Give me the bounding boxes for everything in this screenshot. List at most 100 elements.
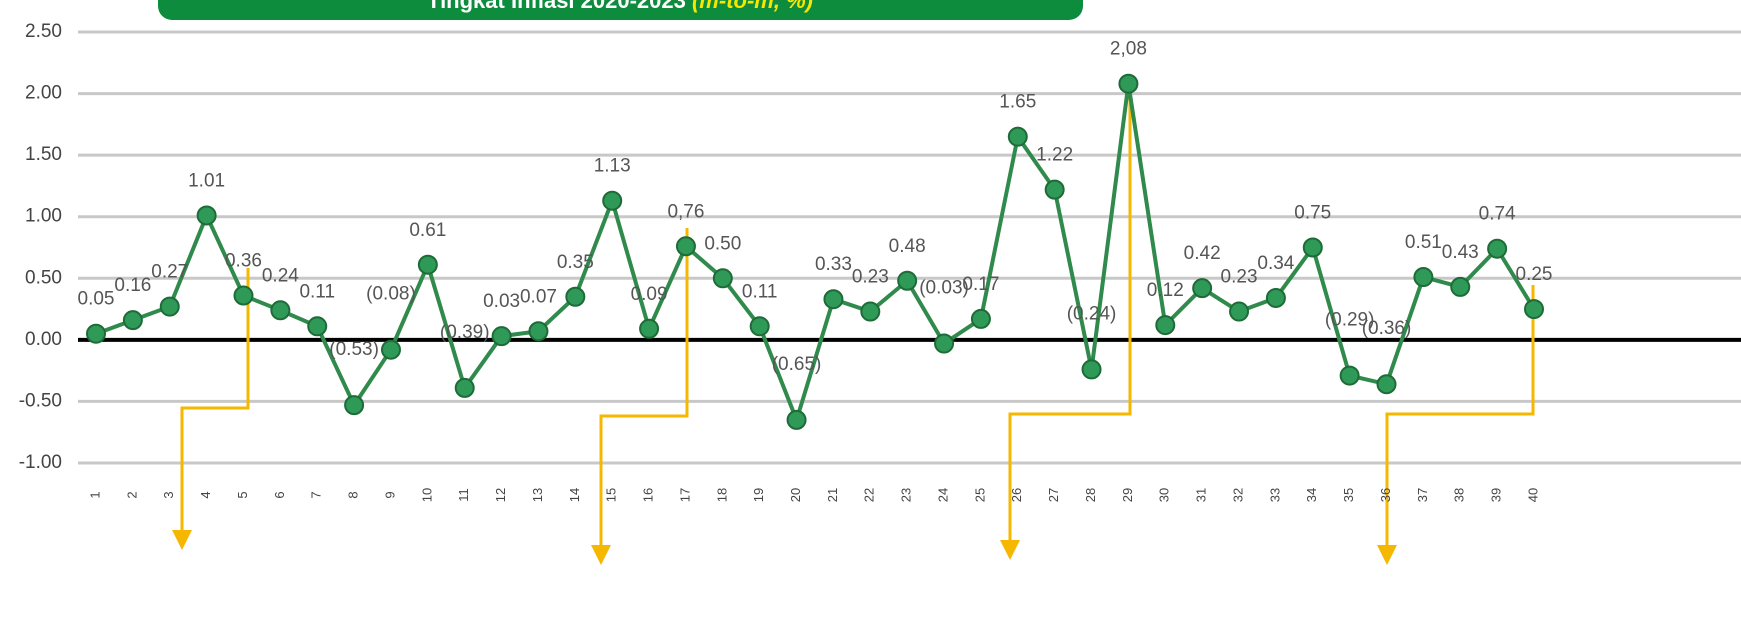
data-label: 0.05 bbox=[78, 289, 115, 310]
data-label: (0.36) bbox=[1362, 318, 1412, 339]
data-label: 0.33 bbox=[815, 254, 852, 275]
x-tick-label: 6 bbox=[272, 491, 287, 498]
x-tick-label: 19 bbox=[751, 488, 766, 502]
data-label: (0.53) bbox=[329, 339, 379, 360]
point bbox=[270, 300, 291, 321]
x-tick-label: 14 bbox=[567, 488, 582, 502]
x-tick-label: 10 bbox=[419, 488, 434, 502]
arrow bbox=[1008, 95, 1132, 550]
data-label: 0.48 bbox=[889, 236, 926, 257]
point bbox=[491, 326, 512, 347]
data-label: (0.29) bbox=[1325, 310, 1375, 331]
x-tick-label: 28 bbox=[1083, 488, 1098, 502]
x-tick-label: 38 bbox=[1452, 488, 1467, 502]
point bbox=[1192, 278, 1213, 299]
data-label: 1.01 bbox=[188, 170, 225, 191]
point bbox=[1118, 73, 1139, 94]
data-label: (0.03) bbox=[919, 278, 969, 299]
data-label: 0.16 bbox=[114, 275, 151, 296]
point bbox=[196, 205, 217, 226]
y-tick-label: -0.50 bbox=[19, 390, 62, 411]
point bbox=[749, 316, 770, 337]
point bbox=[344, 395, 365, 416]
title-main: Tingkat Inflasi 2020-2023 bbox=[427, 0, 692, 13]
x-tick-label: 25 bbox=[972, 488, 987, 502]
arrowhead bbox=[1000, 540, 1020, 560]
x-tick-label: 40 bbox=[1525, 488, 1540, 502]
data-label: 0.50 bbox=[704, 233, 741, 254]
y-tick-label: -1.00 bbox=[19, 452, 62, 473]
data-label: 0.09 bbox=[631, 284, 668, 305]
point bbox=[528, 321, 549, 342]
data-label: 0.35 bbox=[557, 252, 594, 273]
x-tick-label: 23 bbox=[899, 488, 914, 502]
data-label: 0.11 bbox=[742, 281, 778, 302]
x-tick-label: 1 bbox=[87, 491, 102, 498]
y-tick-label: 0.50 bbox=[25, 267, 62, 288]
data-label: 0.23 bbox=[852, 267, 889, 288]
data-label: 0.43 bbox=[1442, 242, 1479, 263]
point bbox=[970, 308, 991, 329]
y-tick-label: 1.00 bbox=[25, 206, 62, 227]
point bbox=[1487, 238, 1508, 259]
arrow bbox=[1385, 285, 1535, 555]
point bbox=[1339, 365, 1360, 386]
arrow bbox=[180, 268, 250, 540]
point bbox=[86, 323, 106, 344]
data-label: (0.65) bbox=[772, 354, 822, 375]
data-label: 2,08 bbox=[1110, 39, 1147, 60]
x-tick-label: 39 bbox=[1489, 488, 1504, 502]
x-tick-label: 13 bbox=[530, 488, 545, 502]
data-label: 0,76 bbox=[667, 201, 704, 222]
data-label: (0.39) bbox=[440, 322, 490, 343]
point bbox=[860, 301, 881, 322]
data-label: 0.42 bbox=[1184, 243, 1221, 264]
data-label: 1.65 bbox=[999, 92, 1036, 113]
x-tick-label: 12 bbox=[493, 488, 508, 502]
y-tick-label: 2.50 bbox=[25, 21, 62, 42]
point bbox=[417, 254, 438, 275]
point bbox=[1155, 315, 1176, 336]
title-box bbox=[158, 0, 1083, 20]
data-label: 0.03 bbox=[483, 291, 520, 312]
data-label: 1.22 bbox=[1036, 145, 1073, 166]
x-tick-label: 17 bbox=[677, 488, 692, 502]
x-tick-label: 18 bbox=[714, 488, 729, 502]
point bbox=[1044, 179, 1065, 200]
arrows bbox=[172, 95, 1535, 565]
point bbox=[675, 236, 696, 257]
x-tick-label: 35 bbox=[1341, 488, 1356, 502]
x-tick-label: 27 bbox=[1046, 488, 1061, 502]
x-tick-label: 31 bbox=[1194, 488, 1209, 502]
point bbox=[786, 409, 807, 430]
data-label: (0.24) bbox=[1067, 303, 1117, 324]
data-label: 0.25 bbox=[1516, 264, 1553, 285]
data-label: 0.61 bbox=[409, 220, 446, 241]
x-tick-label: 5 bbox=[235, 491, 250, 498]
point bbox=[1081, 359, 1102, 380]
point bbox=[233, 285, 254, 306]
x-tick-label: 21 bbox=[825, 488, 840, 502]
data-label: (0.08) bbox=[366, 284, 416, 305]
x-tick-label: 20 bbox=[788, 488, 803, 502]
data-label: 0.75 bbox=[1294, 203, 1331, 224]
point bbox=[122, 310, 143, 331]
x-tick-label: 8 bbox=[346, 491, 361, 498]
x-tick-label: 7 bbox=[309, 491, 324, 498]
point bbox=[380, 339, 401, 360]
x-tick-label: 2 bbox=[124, 491, 139, 498]
point bbox=[1376, 374, 1397, 395]
point bbox=[1413, 267, 1434, 288]
point bbox=[639, 318, 660, 339]
point bbox=[934, 333, 955, 354]
y-tick-label: 1.50 bbox=[25, 144, 62, 165]
point bbox=[307, 316, 328, 337]
data-label: 0.07 bbox=[520, 286, 557, 307]
point bbox=[1229, 301, 1250, 322]
point bbox=[602, 190, 623, 211]
chart-title: Tingkat Inflasi 2020-2023 (m-to-m, %) bbox=[427, 0, 813, 13]
data-label: 0.74 bbox=[1479, 204, 1516, 225]
data-label: 0.12 bbox=[1147, 280, 1184, 301]
x-tick-label: 9 bbox=[382, 491, 397, 498]
